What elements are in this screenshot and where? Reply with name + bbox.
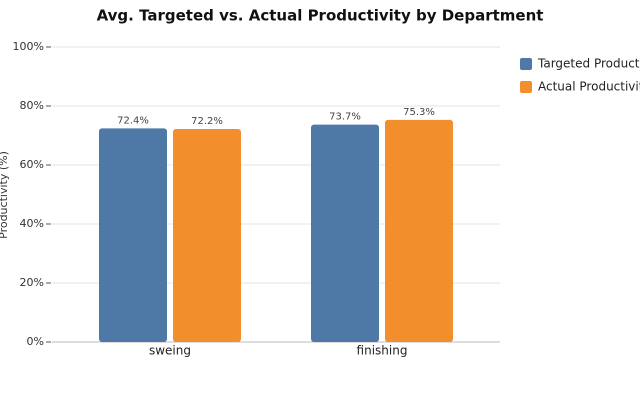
x-tick-label: sweing (149, 344, 191, 358)
data-label: 72.2% (191, 116, 223, 127)
y-tick-label: 60% (20, 158, 44, 171)
y-tick-label: 80% (20, 99, 44, 112)
data-label: 73.7% (329, 112, 361, 123)
legend-swatch (520, 58, 532, 70)
chart-title: Avg. Targeted vs. Actual Productivity by… (97, 7, 544, 25)
bar (385, 119, 453, 343)
y-tick-label: 0% (27, 335, 44, 348)
y-tick-label: 40% (20, 217, 44, 230)
bar (99, 128, 167, 342)
y-tick-label: 100% (13, 40, 44, 53)
y-axis-title: Productivity (%) (0, 151, 10, 239)
legend-swatch (520, 81, 532, 93)
y-tick-label: 20% (20, 276, 44, 289)
bar (173, 129, 241, 342)
legend-label: Actual Productivity (538, 80, 640, 94)
legend-label: Targeted Productivity (537, 57, 640, 71)
bar (311, 124, 379, 343)
data-label: 72.4% (117, 115, 149, 126)
data-label: 75.3% (403, 107, 435, 118)
x-tick-label: finishing (357, 344, 408, 358)
